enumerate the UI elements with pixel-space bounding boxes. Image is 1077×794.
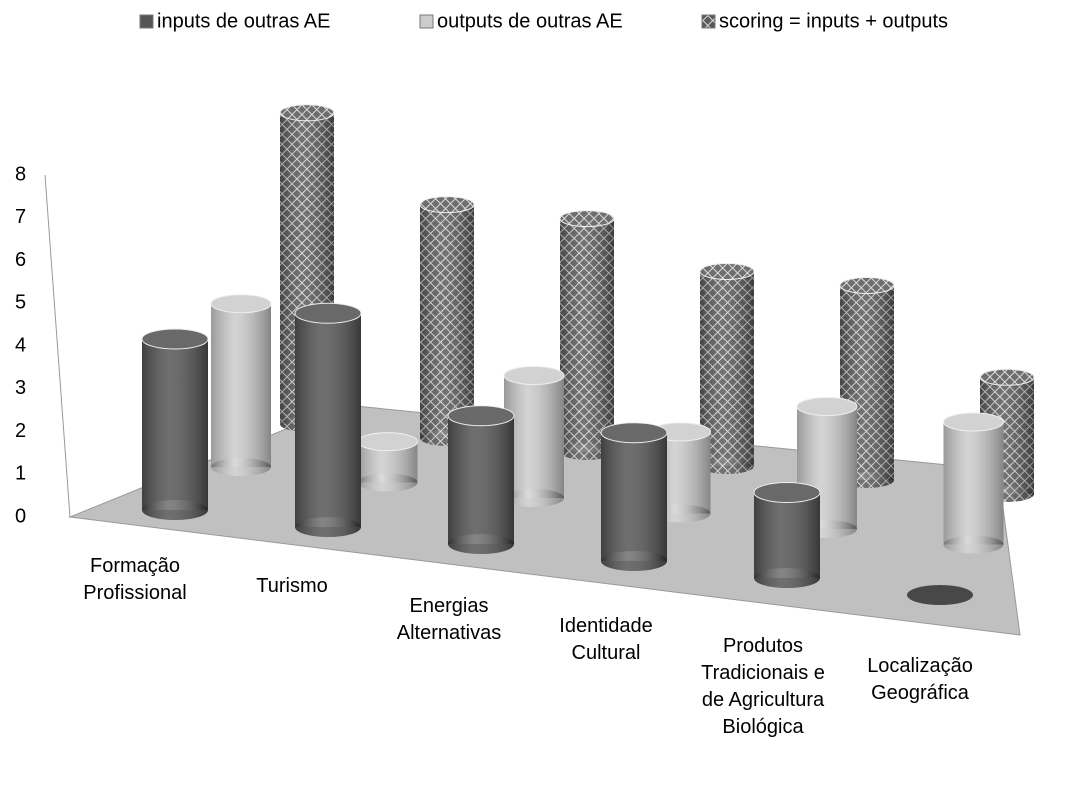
cylinder-shade-bottom xyxy=(907,585,973,605)
cylinder-top xyxy=(699,262,755,280)
cylinder-shade-bottom xyxy=(295,517,361,537)
y-tick-label: 6 xyxy=(15,249,26,271)
cylinder xyxy=(943,412,1004,554)
y-axis xyxy=(44,174,71,518)
cylinder-top xyxy=(294,302,362,324)
cylinder-top-tint xyxy=(142,329,208,349)
legend-label: inputs de outras AE xyxy=(157,10,330,32)
cylinder-shade xyxy=(754,492,820,578)
y-tick-label: 4 xyxy=(15,334,26,356)
x-tick-label: Localização Geográfica xyxy=(867,655,973,704)
legend-swatch xyxy=(701,14,716,29)
cylinder-top xyxy=(979,368,1035,386)
cylinder-base xyxy=(907,585,973,605)
cylinder-top xyxy=(447,405,515,427)
cylinder-shade xyxy=(943,422,1004,545)
legend-label: scoring = inputs + outputs xyxy=(719,10,948,32)
cylinder-top-tint xyxy=(943,413,1004,432)
cylinder-top-tint xyxy=(754,482,820,503)
cylinder-top-tint xyxy=(560,210,614,227)
cylinder-shade-bottom xyxy=(700,458,754,474)
cylinder-top-tint xyxy=(980,369,1034,386)
x-tick-label: Produtos Tradicionais e de Agricultura B… xyxy=(701,635,825,738)
cylinder-top xyxy=(600,422,668,444)
legend-swatch xyxy=(419,14,434,29)
cylinder-top xyxy=(419,196,475,214)
cylinder xyxy=(447,405,515,554)
cylinder-top xyxy=(839,276,895,294)
cylinder xyxy=(559,210,615,460)
cylinder-shade-bottom xyxy=(357,473,418,492)
cylinder-top xyxy=(943,412,1004,432)
cylinder-top-tint xyxy=(700,263,754,280)
cylinder xyxy=(753,482,821,588)
cylinder-shade xyxy=(560,218,614,452)
y-tick-label: 8 xyxy=(15,163,26,185)
cylinder-top-tint xyxy=(295,303,361,324)
cylinder-top xyxy=(210,294,272,314)
cylinder-top xyxy=(279,104,335,122)
x-tick-label: Turismo xyxy=(256,575,328,597)
cylinder-top-tint xyxy=(797,397,857,416)
cylinder-shade xyxy=(295,313,361,527)
cylinder-shade-bottom xyxy=(943,535,1004,554)
cylinder-shade-bottom xyxy=(560,444,614,460)
cylinder-top xyxy=(753,482,821,503)
x-tick-label: Formação Profissional xyxy=(83,555,187,604)
cylinder xyxy=(141,328,209,520)
cylinder-shade xyxy=(142,339,208,510)
cylinder xyxy=(210,294,272,476)
cylinder-shade-bottom xyxy=(142,500,208,520)
cylinder-top-tint xyxy=(504,366,564,385)
cylinder-shade xyxy=(211,303,271,467)
cylinder-shade-bottom xyxy=(754,568,820,588)
cylinder-top xyxy=(796,397,858,417)
cylinder-shade-bottom xyxy=(448,534,514,554)
cylinder xyxy=(907,585,973,605)
cylinder-shade xyxy=(420,204,474,438)
cylinder xyxy=(419,196,475,446)
cylinder xyxy=(294,302,362,537)
cylinder-shade-bottom xyxy=(601,551,667,571)
legend-label: outputs de outras AE xyxy=(437,10,623,32)
x-tick-label: Energias Alternativas xyxy=(396,595,502,644)
y-tick-label: 7 xyxy=(15,206,26,228)
cylinder xyxy=(357,432,418,492)
cylinder-top-tint xyxy=(420,196,474,213)
cylinder-shade xyxy=(601,432,667,561)
cylinder-top-tint xyxy=(448,405,514,426)
cylinder-top xyxy=(141,328,209,350)
y-tick-label: 0 xyxy=(15,505,26,527)
cylinder-shade-bottom xyxy=(211,458,271,476)
y-tick-label: 3 xyxy=(15,377,26,399)
y-tick-label: 2 xyxy=(15,420,26,442)
cylinder-top-tint xyxy=(601,422,667,443)
cylinder-top xyxy=(559,210,615,228)
cylinder-shade-bottom xyxy=(504,489,564,507)
cylinder-top-tint xyxy=(280,104,334,121)
cylinder-top xyxy=(503,366,565,386)
y-tick-label: 1 xyxy=(15,463,26,485)
cylinder-top-tint xyxy=(357,432,418,451)
cylinder-top-tint xyxy=(840,277,894,294)
x-tick-label: Identidade Cultural xyxy=(559,615,653,664)
cylinder xyxy=(600,422,668,571)
cylinder-shade xyxy=(448,415,514,544)
legend-swatch xyxy=(139,14,154,29)
cylinder-top-tint xyxy=(211,294,271,313)
y-tick-label: 5 xyxy=(15,292,26,314)
